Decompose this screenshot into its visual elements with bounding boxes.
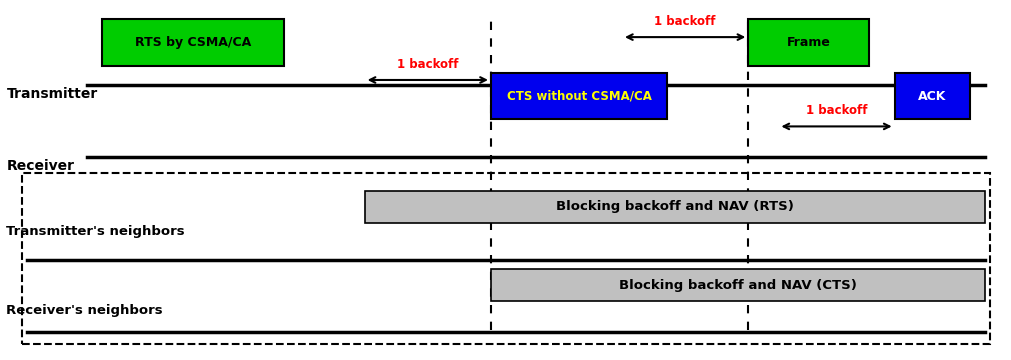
Text: Frame: Frame <box>786 36 830 49</box>
FancyBboxPatch shape <box>747 19 868 66</box>
FancyBboxPatch shape <box>102 19 284 66</box>
Text: RTS by CSMA/CA: RTS by CSMA/CA <box>134 36 251 49</box>
Text: Receiver: Receiver <box>6 159 75 173</box>
FancyBboxPatch shape <box>894 73 970 119</box>
Text: Receiver's neighbors: Receiver's neighbors <box>6 304 163 317</box>
FancyBboxPatch shape <box>490 269 985 301</box>
Text: Blocking backoff and NAV (RTS): Blocking backoff and NAV (RTS) <box>556 200 794 213</box>
FancyBboxPatch shape <box>490 73 667 119</box>
Text: 1 backoff: 1 backoff <box>396 58 458 71</box>
Text: Transmitter's neighbors: Transmitter's neighbors <box>6 225 185 238</box>
Text: 1 backoff: 1 backoff <box>654 15 715 28</box>
Text: Transmitter: Transmitter <box>6 87 98 101</box>
Text: Blocking backoff and NAV (CTS): Blocking backoff and NAV (CTS) <box>619 279 856 292</box>
Text: 1 backoff: 1 backoff <box>805 104 866 117</box>
Text: CTS without CSMA/CA: CTS without CSMA/CA <box>507 90 651 103</box>
FancyBboxPatch shape <box>364 191 985 223</box>
Text: ACK: ACK <box>917 90 945 103</box>
